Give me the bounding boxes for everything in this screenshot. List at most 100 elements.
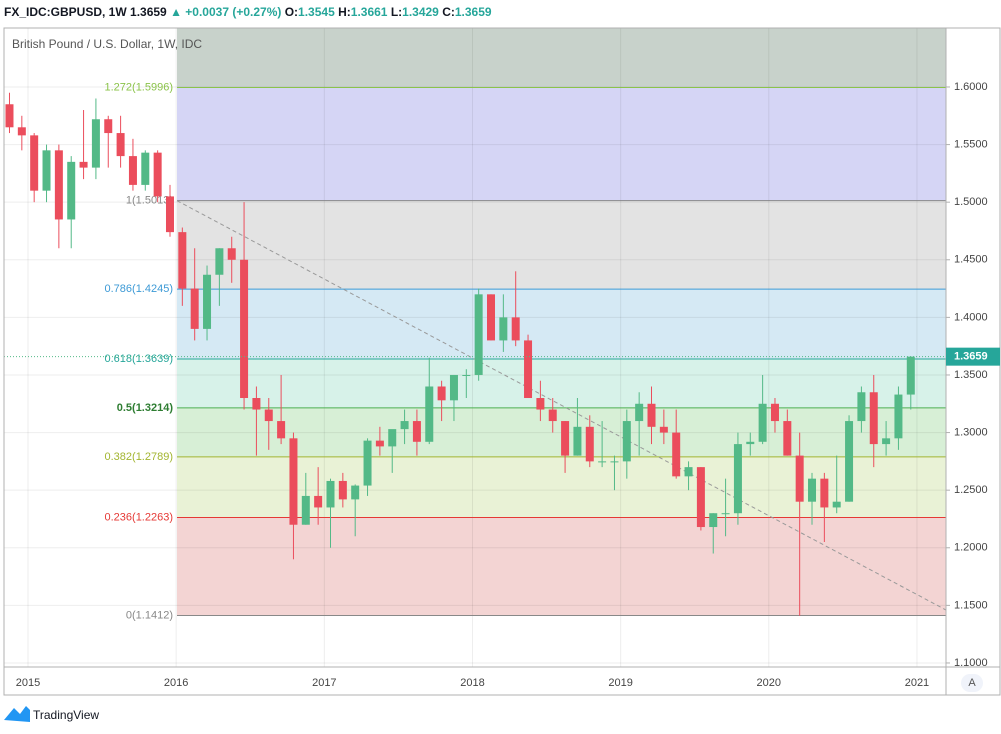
candle-body <box>733 444 742 514</box>
ohlc-label: H: <box>338 5 351 19</box>
candle-body <box>425 386 434 442</box>
candle-body <box>573 426 582 456</box>
fib-zone <box>177 358 946 408</box>
candle-body <box>190 288 199 329</box>
candle-body <box>795 455 804 502</box>
candle-body <box>42 150 51 191</box>
candle-body <box>598 461 607 463</box>
candle-body <box>561 421 570 456</box>
candle-body <box>449 374 458 401</box>
x-tick-label: 2017 <box>312 677 336 689</box>
candle-body <box>203 274 212 329</box>
fib-label: 0.786(1.4245) <box>105 283 174 295</box>
y-tick-label: 1.6000 <box>954 81 988 93</box>
candle-body <box>79 161 88 168</box>
candle-body <box>894 394 903 439</box>
candle-body <box>128 156 137 185</box>
candle-body <box>240 259 249 399</box>
candle-body <box>351 485 360 500</box>
candle-body <box>67 161 76 220</box>
chart-title: British Pound / U.S. Dollar, 1W, IDC <box>12 37 202 51</box>
candle-body <box>54 150 63 220</box>
candle-body <box>104 119 113 134</box>
candle-body <box>264 409 273 422</box>
auto-scale-label[interactable]: A <box>968 677 976 689</box>
candle-body <box>400 421 409 430</box>
fib-zone <box>177 289 946 359</box>
candle-body <box>832 501 841 508</box>
x-tick-label: 2016 <box>164 677 188 689</box>
fib-zone <box>177 200 946 290</box>
candle-body <box>511 317 520 341</box>
y-tick-label: 1.2500 <box>954 484 988 496</box>
fib-label: 0.236(1.2263) <box>105 511 174 523</box>
candle-body <box>696 467 705 528</box>
candle-body <box>783 421 792 456</box>
candle-body <box>153 152 162 197</box>
candle-body <box>412 421 421 442</box>
candle-body <box>178 232 187 289</box>
candle-body <box>524 340 533 399</box>
candle-body <box>635 403 644 422</box>
candle-body <box>375 440 384 447</box>
candle-body <box>536 398 545 410</box>
candle-body <box>363 440 372 486</box>
y-tick-label: 1.1000 <box>954 657 988 669</box>
fib-zone <box>177 87 946 201</box>
candle-body <box>17 127 26 136</box>
fib-label: 0.5(1.3214) <box>117 402 174 414</box>
candle-body <box>388 429 397 447</box>
candle-body <box>474 294 483 375</box>
fib-zone <box>177 517 946 616</box>
candle-body <box>252 398 261 410</box>
fib-label: 0(1.1412) <box>126 609 173 621</box>
candle-body <box>314 495 323 508</box>
y-tick-label: 1.4000 <box>954 311 988 323</box>
candle-body <box>845 421 854 502</box>
y-tick-label: 1.2000 <box>954 542 988 554</box>
candle-body <box>227 248 236 260</box>
plot-area: 1.272(1.5996) 1(1.5013) 0.786(1.4245) 0.618… <box>4 28 947 667</box>
ohlc-label: L: <box>391 5 402 19</box>
fib-label: 0.618(1.3639) <box>105 353 174 365</box>
candle-body <box>808 478 817 502</box>
y-tick-label: 1.4500 <box>954 254 988 266</box>
candle-body <box>301 495 310 525</box>
ohlc-label: O: <box>285 5 298 19</box>
candle-body <box>548 409 557 422</box>
fib-zone <box>177 28 946 88</box>
x-tick-label: 2020 <box>757 677 781 689</box>
ohlc-value: 1.3545 <box>298 5 335 19</box>
candle-body <box>215 248 224 275</box>
candle-body <box>869 392 878 445</box>
x-tick-label: 2018 <box>460 677 484 689</box>
header: FX_IDC:GBPUSD, 1W 1.3659 ▲ +0.0037 (+0.2… <box>4 5 492 19</box>
y-tick-label: 1.5000 <box>954 196 988 208</box>
candle-body <box>326 480 335 508</box>
candle-body <box>906 356 915 395</box>
candle-body <box>659 426 668 433</box>
candle-body <box>882 438 891 445</box>
symbol: FX_IDC:GBPUSD, 1W <box>4 5 127 19</box>
y-tick-label: 1.3000 <box>954 426 988 438</box>
last-price-label: 1.3659 <box>954 351 988 363</box>
x-tick-label: 2015 <box>16 677 40 689</box>
candle-body <box>647 403 656 427</box>
x-tick-label: 2021 <box>905 677 929 689</box>
y-tick-label: 1.5500 <box>954 138 988 150</box>
ohlc-value: 1.3429 <box>402 5 439 19</box>
candle-body <box>116 133 125 157</box>
candle-body <box>709 513 718 528</box>
ohlc-value: 1.3661 <box>351 5 388 19</box>
fib-label: 0.382(1.2789) <box>105 451 174 463</box>
candle-body <box>684 467 693 477</box>
brand[interactable]: TradingView <box>33 708 99 722</box>
candle-body <box>5 104 14 128</box>
auto-scale-button[interactable] <box>961 674 983 692</box>
change: ▲ +0.0037 (+0.27%) <box>170 5 281 19</box>
trend-line <box>176 200 947 611</box>
candle-body <box>746 441 755 445</box>
candle-body <box>141 152 150 185</box>
